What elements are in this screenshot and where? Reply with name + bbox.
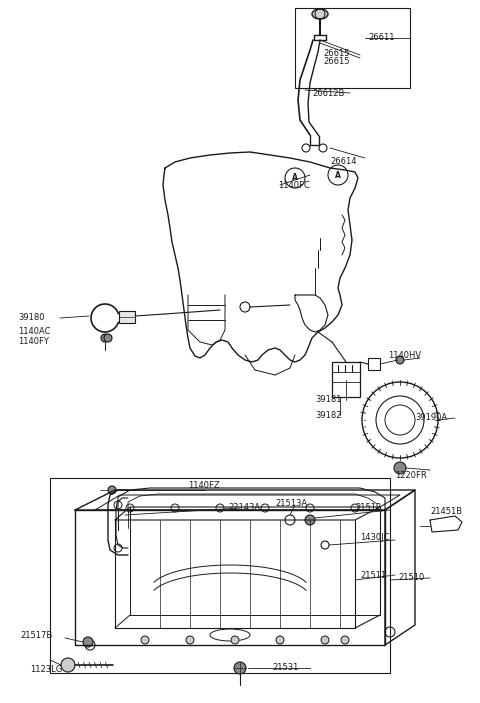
Ellipse shape xyxy=(312,9,328,19)
Circle shape xyxy=(104,334,112,342)
Bar xyxy=(119,311,135,323)
Text: 26611: 26611 xyxy=(368,34,395,42)
Text: 21517B: 21517B xyxy=(20,631,52,640)
Circle shape xyxy=(231,636,239,644)
Circle shape xyxy=(394,462,406,474)
Circle shape xyxy=(341,636,349,644)
Circle shape xyxy=(234,662,246,674)
Text: 1140AC: 1140AC xyxy=(18,328,50,337)
Circle shape xyxy=(101,334,109,342)
Circle shape xyxy=(61,658,75,672)
Text: A: A xyxy=(292,174,298,183)
Text: 1140FY: 1140FY xyxy=(18,337,49,347)
Text: 21510: 21510 xyxy=(398,574,424,583)
Bar xyxy=(332,362,360,397)
Text: 26615: 26615 xyxy=(323,49,349,58)
Text: 1140FC: 1140FC xyxy=(278,181,310,190)
Text: A: A xyxy=(335,171,341,179)
Bar xyxy=(295,8,410,88)
Text: 22143A: 22143A xyxy=(228,503,260,512)
Text: 21451B: 21451B xyxy=(430,508,462,517)
Circle shape xyxy=(276,636,284,644)
Circle shape xyxy=(83,637,93,647)
Circle shape xyxy=(141,636,149,644)
Text: 39181: 39181 xyxy=(315,396,341,404)
Bar xyxy=(50,478,390,673)
Text: 1430JC: 1430JC xyxy=(360,534,389,543)
Text: 1123LG: 1123LG xyxy=(30,666,62,674)
Bar xyxy=(368,358,380,370)
Text: 21512: 21512 xyxy=(355,503,381,512)
Circle shape xyxy=(321,636,329,644)
Text: 21531: 21531 xyxy=(272,664,299,673)
Text: 39182: 39182 xyxy=(315,411,341,420)
Circle shape xyxy=(108,486,116,494)
Text: 26612B: 26612B xyxy=(312,89,344,98)
Text: 39180: 39180 xyxy=(18,314,45,323)
Text: 26614: 26614 xyxy=(330,157,357,167)
Circle shape xyxy=(305,515,315,525)
Text: 1140HV: 1140HV xyxy=(388,352,421,361)
Text: 1220FR: 1220FR xyxy=(395,470,427,479)
Text: 39190A: 39190A xyxy=(415,413,447,423)
Text: 1140FZ: 1140FZ xyxy=(188,480,220,489)
Text: 26615: 26615 xyxy=(323,56,349,65)
Text: 21513A: 21513A xyxy=(275,498,307,508)
Circle shape xyxy=(396,356,404,364)
Circle shape xyxy=(186,636,194,644)
Text: 21511: 21511 xyxy=(360,571,386,579)
